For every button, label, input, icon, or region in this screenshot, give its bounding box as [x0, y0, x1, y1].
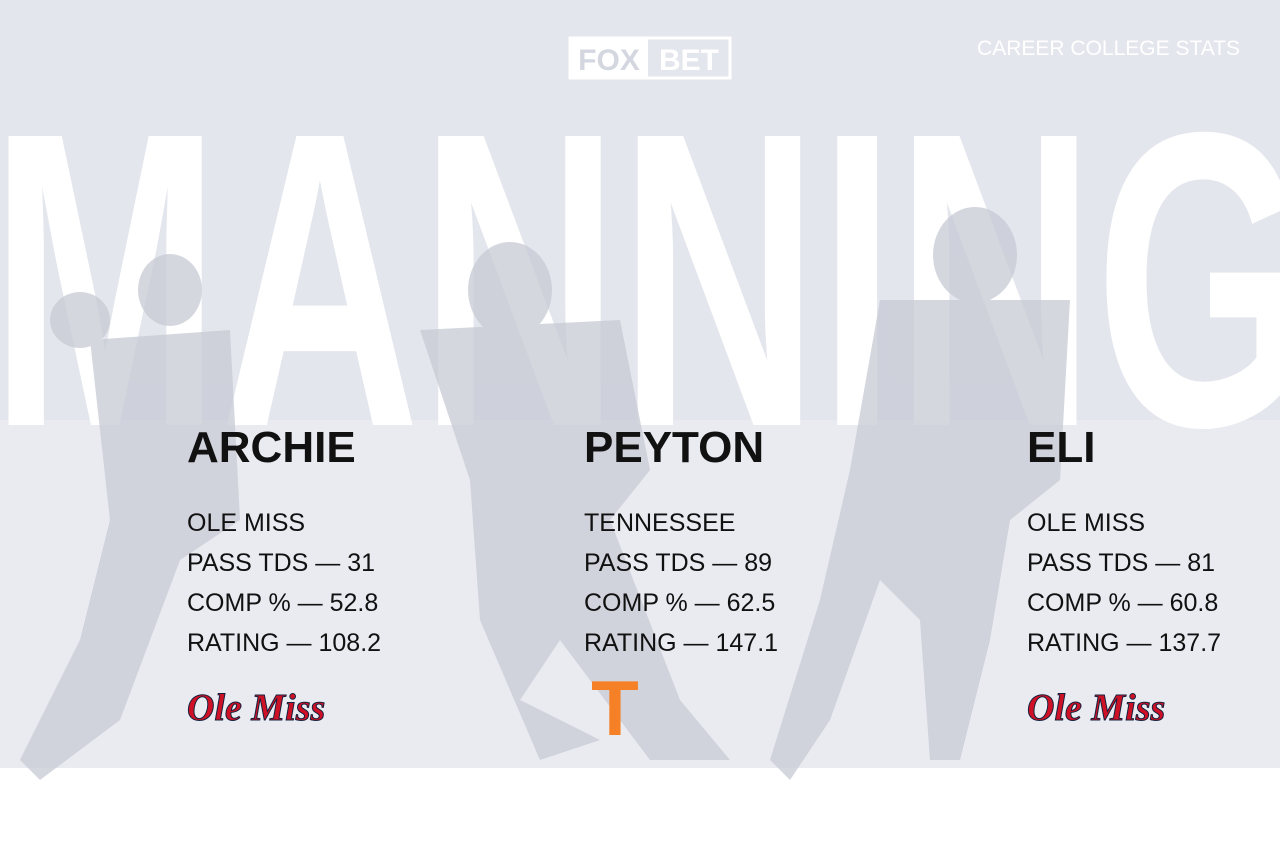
stat-line: RATING — 147.1	[584, 629, 778, 657]
brand-fox: FOX	[578, 44, 640, 77]
stat-line: RATING — 137.7	[1027, 629, 1221, 657]
stat-line: PASS TDS — 89	[584, 549, 772, 577]
stat-line: PASS TDS — 31	[187, 549, 375, 577]
school-logo: Ole Miss	[187, 687, 325, 729]
stat-line: TENNESSEE	[584, 509, 735, 537]
player-name: PEYTON	[584, 423, 764, 472]
stat-line: RATING — 108.2	[187, 629, 381, 657]
player-name: ELI	[1027, 423, 1095, 472]
player-name: ARCHIE	[187, 423, 356, 472]
stat-line: COMP % — 62.5	[584, 589, 775, 617]
stat-line: COMP % — 52.8	[187, 589, 378, 617]
stat-line: OLE MISS	[1027, 509, 1145, 537]
subtitle: CAREER COLLEGE STATS	[977, 37, 1240, 60]
stat-line: OLE MISS	[187, 509, 305, 537]
brand-bet: BET	[659, 44, 719, 77]
stat-line: COMP % — 60.8	[1027, 589, 1218, 617]
player-photos	[20, 207, 1070, 780]
school-logo: Ole Miss	[1027, 687, 1165, 729]
brand-logo: FOX BET	[568, 36, 732, 80]
school-logo: T	[591, 664, 639, 752]
stat-line: PASS TDS — 81	[1027, 549, 1215, 577]
